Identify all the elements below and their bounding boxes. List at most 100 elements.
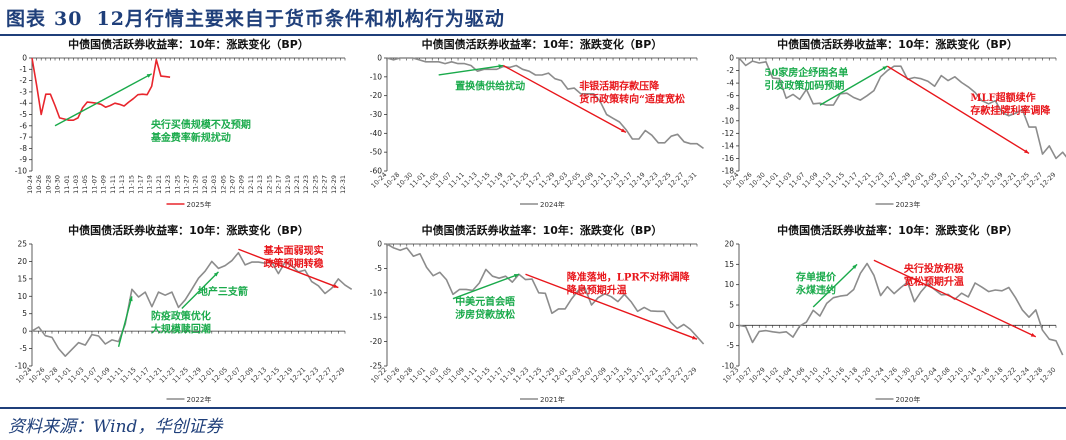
- legend-label: 2022年: [187, 395, 212, 404]
- x-tick-label: 11-09: [100, 175, 108, 194]
- annotation-text: 基金费率新规扰动: [150, 131, 231, 144]
- annotation-arrow: [54, 73, 153, 127]
- chart-2024: 中债国债活跃券收益率：10年：涨跌变化（BP） 0 -10 -20 -30 -40 -50 -…: [355, 36, 707, 211]
- y-tick-label: -20: [370, 337, 382, 346]
- x-tick-label: 12-11: [247, 175, 255, 194]
- x-tick-label: 12-01: [201, 175, 209, 194]
- annotation-text: 存款挂牌利率调降: [970, 104, 1051, 117]
- annotation-text: 涉房贷款放松: [455, 308, 515, 321]
- y-tick-label: -10: [370, 72, 382, 81]
- arrowhead-icon: [1030, 332, 1036, 337]
- x-tick-label: 12-05: [219, 175, 227, 194]
- x-tick-label: 11-05: [81, 175, 89, 194]
- x-tick-label: 10-26: [35, 175, 43, 194]
- y-tick-label: 0: [22, 54, 27, 63]
- y-tick-label: -6: [20, 121, 28, 130]
- chart-2021: 中债国债活跃券收益率：10年：涨跌变化（BP） 0 -5 -10 -15 -20 -25 10…: [355, 222, 707, 406]
- y-tick-label: -10: [15, 362, 27, 371]
- x-tick-label: 12-15: [265, 175, 273, 194]
- chart-title: 中债国债活跃券收益率：10年：涨跌变化（BP）: [68, 223, 309, 237]
- annotation-text: 基本面弱现实: [263, 244, 324, 257]
- x-tick-label: 11-13: [118, 175, 126, 194]
- x-tick-label: 11-11: [109, 175, 117, 194]
- annotation-arrow: [812, 263, 858, 308]
- x-tick-label: 10-24: [26, 175, 34, 194]
- y-tick-label: 25: [17, 240, 27, 249]
- annotation-arrow: [181, 271, 219, 309]
- chart-2020: 中债国债活跃券收益率：10年：涨跌变化（BP） 20 15 10 5 0 -5 -10 10-2…: [707, 222, 1066, 406]
- chart-title: 中债国债活跃券收益率：10年：涨跌变化（BP）: [422, 37, 663, 51]
- x-tick-label: 11-17: [136, 175, 144, 194]
- y-tick-label: -4: [727, 79, 735, 88]
- y-tick-label: -10: [370, 288, 382, 297]
- x-tick-label: 12-29: [330, 175, 338, 194]
- y-tick-label: 0: [377, 54, 382, 63]
- legend-label: 2021年: [540, 395, 565, 404]
- y-tick-label: -25: [370, 362, 382, 371]
- header-divider: [0, 34, 1066, 36]
- x-tick-label: 12-17: [275, 175, 283, 194]
- annotation-text: 央行投放积极: [904, 262, 965, 275]
- y-tick-label: -40: [370, 129, 382, 138]
- x-tick-label: 11-25: [173, 175, 181, 194]
- legend-label: 2023年: [896, 200, 921, 209]
- x-tick-label: 11-03: [72, 175, 80, 194]
- chart-title: 中债国债活跃券收益率：10年：涨跌变化（BP）: [68, 37, 309, 51]
- arrowhead-icon: [146, 73, 152, 78]
- series-line: [31, 57, 171, 121]
- y-tick-label: -2: [20, 76, 28, 85]
- x-tick-label: 12-19: [284, 175, 292, 194]
- annotation-text: 非银活期存款压降: [579, 80, 660, 93]
- y-tick-label: 0: [729, 54, 734, 63]
- legend-label: 2020年: [896, 395, 921, 404]
- x-tick-label: 11-19: [146, 175, 154, 194]
- x-tick-label: 12-07: [229, 175, 237, 194]
- x-tick-label: 12-31: [339, 175, 347, 194]
- y-tick-label: -2: [727, 66, 735, 75]
- y-tick-label: -10: [15, 167, 27, 176]
- y-tick-label: 0: [377, 240, 382, 249]
- annotation-text: 地产三支箭: [198, 285, 248, 298]
- x-tick-label: 12-03: [210, 175, 218, 194]
- y-tick-label: -1: [20, 65, 28, 74]
- x-tick-label: 11-01: [63, 175, 71, 194]
- y-tick-label: -18: [722, 167, 734, 176]
- x-tick-label: 12-13: [256, 175, 264, 194]
- annotation-text: MLF超额续作: [970, 91, 1035, 104]
- y-tick-label: 15: [17, 274, 27, 283]
- annotation-text: 政策预期转稳: [264, 257, 324, 270]
- figure-label: 图表: [6, 8, 47, 30]
- annotation-arrow: [502, 64, 627, 134]
- y-tick-label: -20: [370, 91, 382, 100]
- annotation-arrow: [819, 65, 888, 106]
- x-tick-label: 12-21: [293, 175, 301, 194]
- arrowhead-icon: [213, 271, 219, 277]
- x-tick-label: 11-07: [90, 175, 98, 194]
- y-tick-label: -14: [722, 141, 734, 150]
- figure-heading: 12月行情主要来自于货币条件和机构行为驱动: [96, 8, 505, 30]
- y-tick-label: 10: [17, 292, 27, 301]
- annotation-text: 宽松预期升温: [903, 275, 964, 288]
- chart-title: 中债国债活跃券收益率：10年：涨跌变化（BP）: [777, 223, 1018, 237]
- y-tick-label: -8: [727, 104, 735, 113]
- chart-2023: 中债国债活跃券收益率：10年：涨跌变化（BP） 0 -2 -4 -6 -8 -10 -12 -1…: [707, 36, 1066, 211]
- annotation-text: 货币政策转向“适度宽松: [579, 93, 685, 106]
- series-line: [738, 57, 1066, 160]
- chart-title: 中债国债活跃券收益率：10年：涨跌变化（BP）: [422, 223, 663, 237]
- y-tick-label: -6: [727, 91, 735, 100]
- y-tick-label: -50: [370, 148, 382, 157]
- chart-2022: 中债国债活跃券收益率：10年：涨跌变化（BP） 25 20 15 10 5 0 -5 -10 10…: [0, 222, 355, 406]
- annotation-text: 50家房企纾困名单: [764, 66, 848, 79]
- y-tick-label: 10: [724, 280, 734, 289]
- y-tick-label: -5: [375, 264, 383, 273]
- y-tick-label: 0: [22, 327, 27, 336]
- arrowhead-icon: [498, 64, 504, 69]
- arrowhead-icon: [852, 264, 858, 269]
- annotation-text: 存单提价: [796, 271, 837, 284]
- x-tick-label: 11-15: [127, 175, 135, 194]
- x-tick-label: 11-29: [192, 175, 200, 194]
- annotation-text: 中美元首会晤: [455, 295, 515, 308]
- x-tick-label: 12-27: [321, 175, 329, 194]
- series-line: [386, 57, 704, 150]
- annotation-text: 防疫政策优化: [151, 310, 211, 323]
